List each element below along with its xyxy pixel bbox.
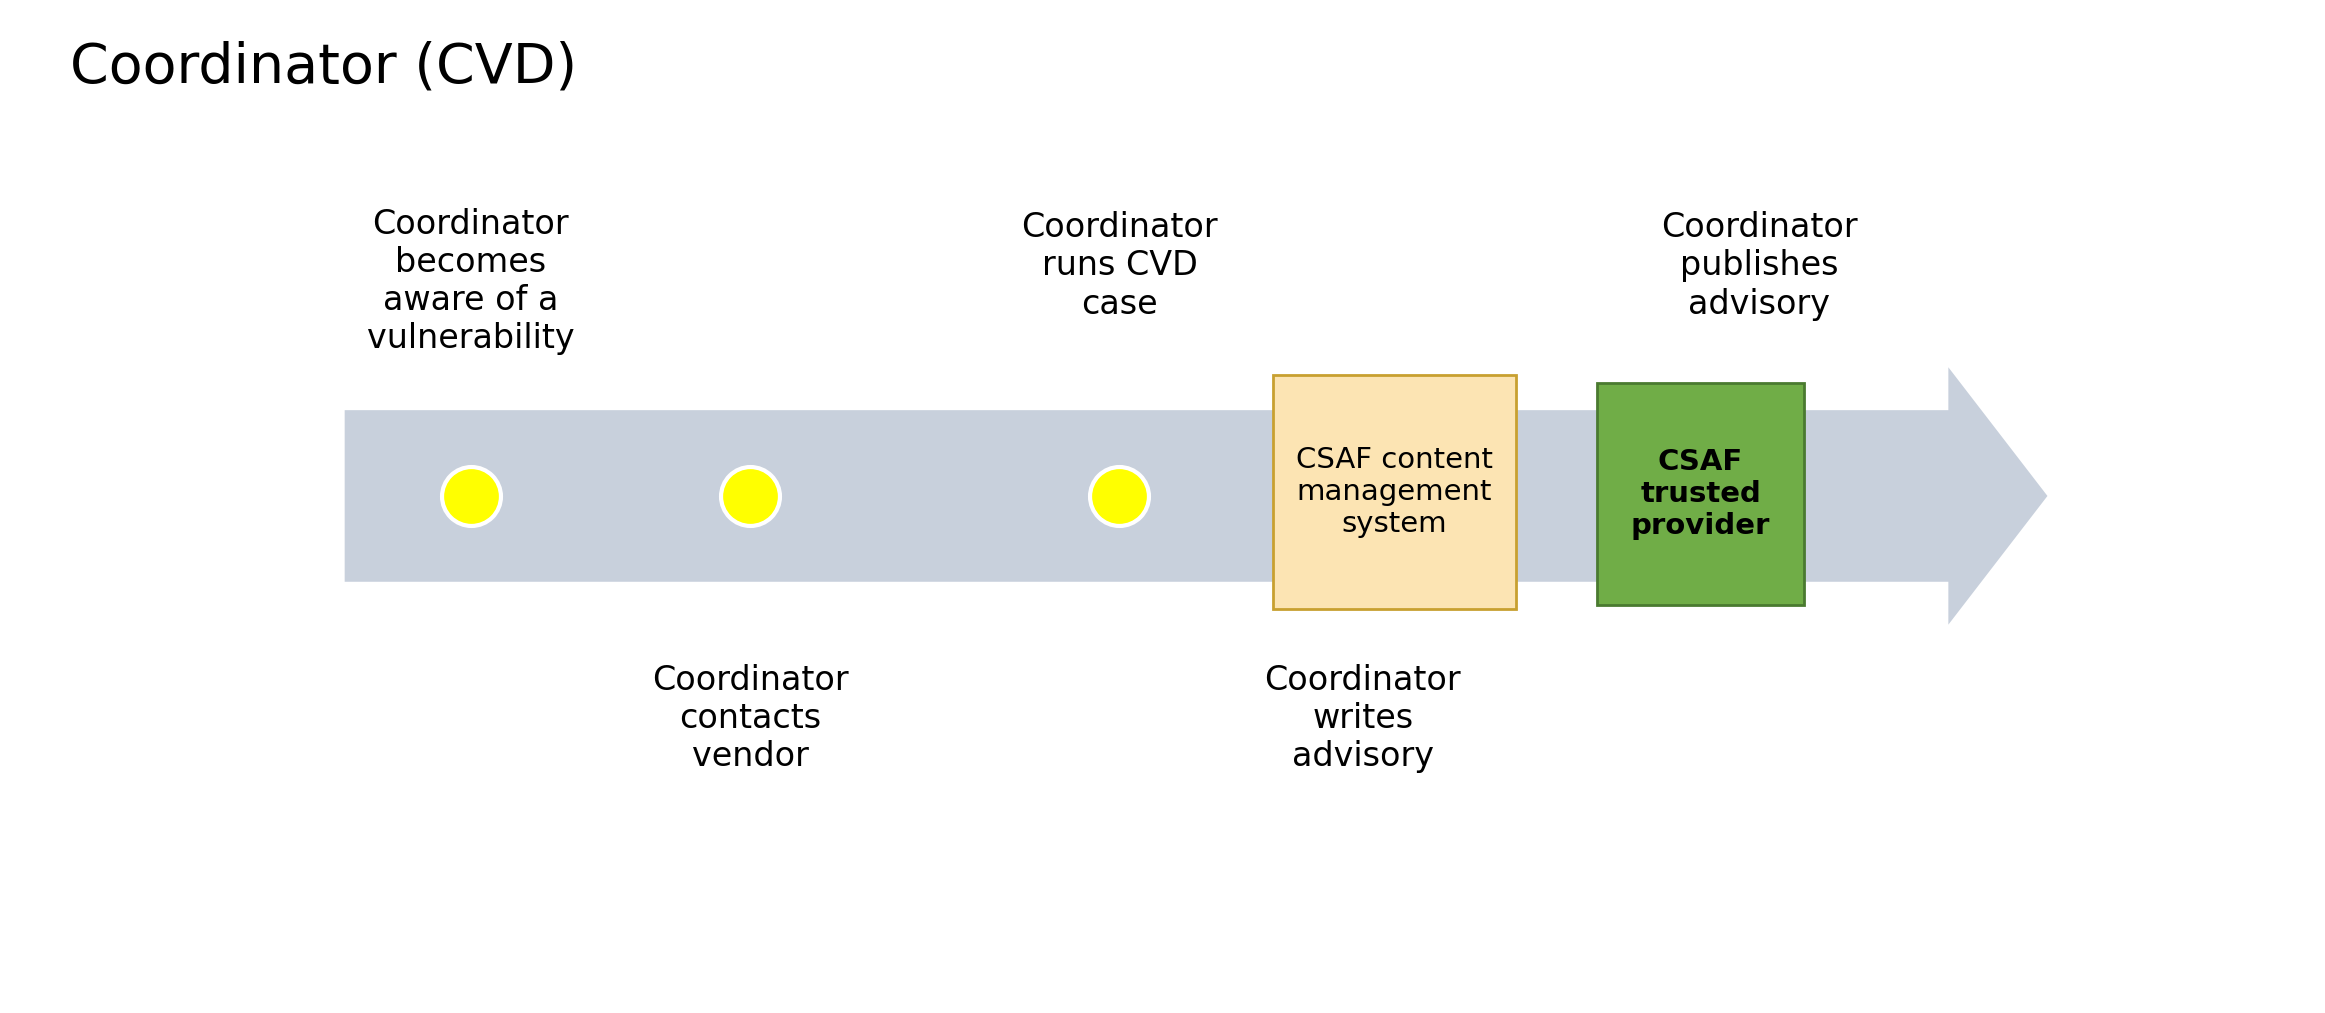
Point xyxy=(451,488,491,504)
Text: Coordinator
runs CVD
case: Coordinator runs CVD case xyxy=(1021,211,1218,320)
Text: CSAF content
management
system: CSAF content management system xyxy=(1295,446,1493,539)
Text: Coordinator
publishes
advisory: Coordinator publishes advisory xyxy=(1660,211,1858,320)
Text: CSAF
trusted
provider: CSAF trusted provider xyxy=(1630,448,1769,540)
Point xyxy=(1102,488,1139,504)
FancyBboxPatch shape xyxy=(1597,383,1804,605)
Text: Coordinator
becomes
aware of a
vulnerability: Coordinator becomes aware of a vulnerabi… xyxy=(367,208,574,356)
Point xyxy=(732,488,770,504)
Text: Coordinator
writes
advisory: Coordinator writes advisory xyxy=(1265,664,1460,773)
Text: Coordinator (CVD): Coordinator (CVD) xyxy=(70,41,577,94)
Polygon shape xyxy=(344,368,2048,625)
FancyBboxPatch shape xyxy=(1272,375,1516,609)
Text: Coordinator
contacts
vendor: Coordinator contacts vendor xyxy=(651,664,849,773)
